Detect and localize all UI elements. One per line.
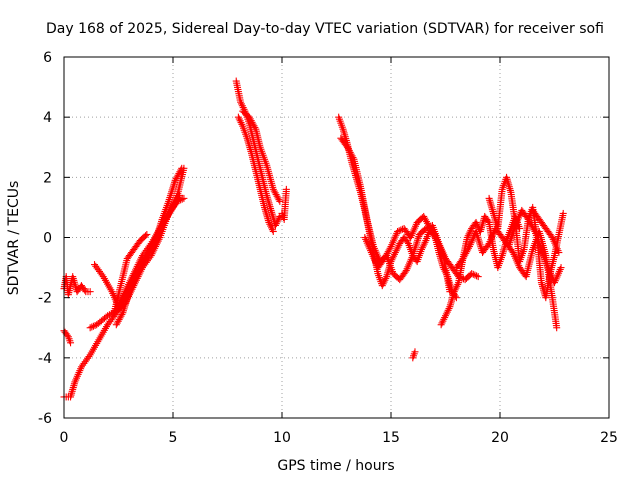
data-point <box>559 209 567 217</box>
data-point <box>63 331 71 339</box>
data-point <box>269 227 277 235</box>
data-point <box>473 272 481 280</box>
data-point <box>474 273 482 281</box>
data-point <box>553 324 561 332</box>
data-point <box>175 197 183 205</box>
data-point <box>432 235 440 243</box>
y-axis-label: SDTVAR / TECUs <box>6 181 22 296</box>
data-layer <box>60 77 567 401</box>
data-point <box>276 197 284 205</box>
tick-layer <box>63 56 610 419</box>
data-point <box>85 353 93 361</box>
data-point <box>468 270 476 278</box>
x-tick-label: 20 <box>491 430 509 446</box>
x-tick-label: 25 <box>600 430 618 446</box>
data-point <box>177 196 185 204</box>
data-point <box>471 271 479 279</box>
data-point <box>469 270 477 278</box>
data-point <box>282 185 290 193</box>
y-tick-label: -4 <box>38 351 52 367</box>
data-point <box>178 195 186 203</box>
x-tick-label: 5 <box>169 430 178 446</box>
data-point <box>275 196 283 204</box>
data-point <box>403 238 411 246</box>
x-tick-label: 10 <box>273 430 291 446</box>
data-point <box>177 166 185 174</box>
tick-label-layer: 0 5 10 15 20 25 -6 -4 -2 0 2 4 6 <box>38 50 618 446</box>
data-point <box>394 227 402 235</box>
data-point <box>173 197 181 205</box>
data-point <box>180 194 188 202</box>
data-point <box>555 249 563 257</box>
data-point <box>98 271 106 279</box>
data-point <box>86 324 94 332</box>
y-tick-label: -2 <box>38 291 52 307</box>
data-point <box>81 286 89 294</box>
data-point <box>86 288 94 296</box>
y-tick-label: 2 <box>43 170 52 186</box>
y-tick-label: 0 <box>43 231 52 247</box>
y-tick-label: 4 <box>43 110 52 126</box>
x-axis-label: GPS time / hours <box>277 458 394 474</box>
data-point <box>251 123 259 131</box>
x-tick-label: 0 <box>60 430 69 446</box>
data-point <box>465 244 473 252</box>
data-point <box>411 348 419 356</box>
data-point <box>118 310 126 318</box>
data-point <box>484 217 492 225</box>
y-tick-label: -6 <box>38 411 52 427</box>
data-point <box>89 322 97 330</box>
y-tick-label: 6 <box>43 50 52 66</box>
data-point <box>395 227 403 235</box>
data-point <box>142 232 150 240</box>
data-point <box>151 238 159 246</box>
data-point <box>557 264 565 272</box>
chart-title: Day 168 of 2025, Sidereal Day-to-day VTE… <box>46 21 604 37</box>
x-tick-label: 15 <box>382 430 400 446</box>
data-point <box>67 339 75 347</box>
data-point <box>88 323 96 331</box>
data-point <box>178 164 186 172</box>
data-point <box>349 154 357 162</box>
data-point <box>143 230 151 238</box>
data-point <box>386 244 394 252</box>
